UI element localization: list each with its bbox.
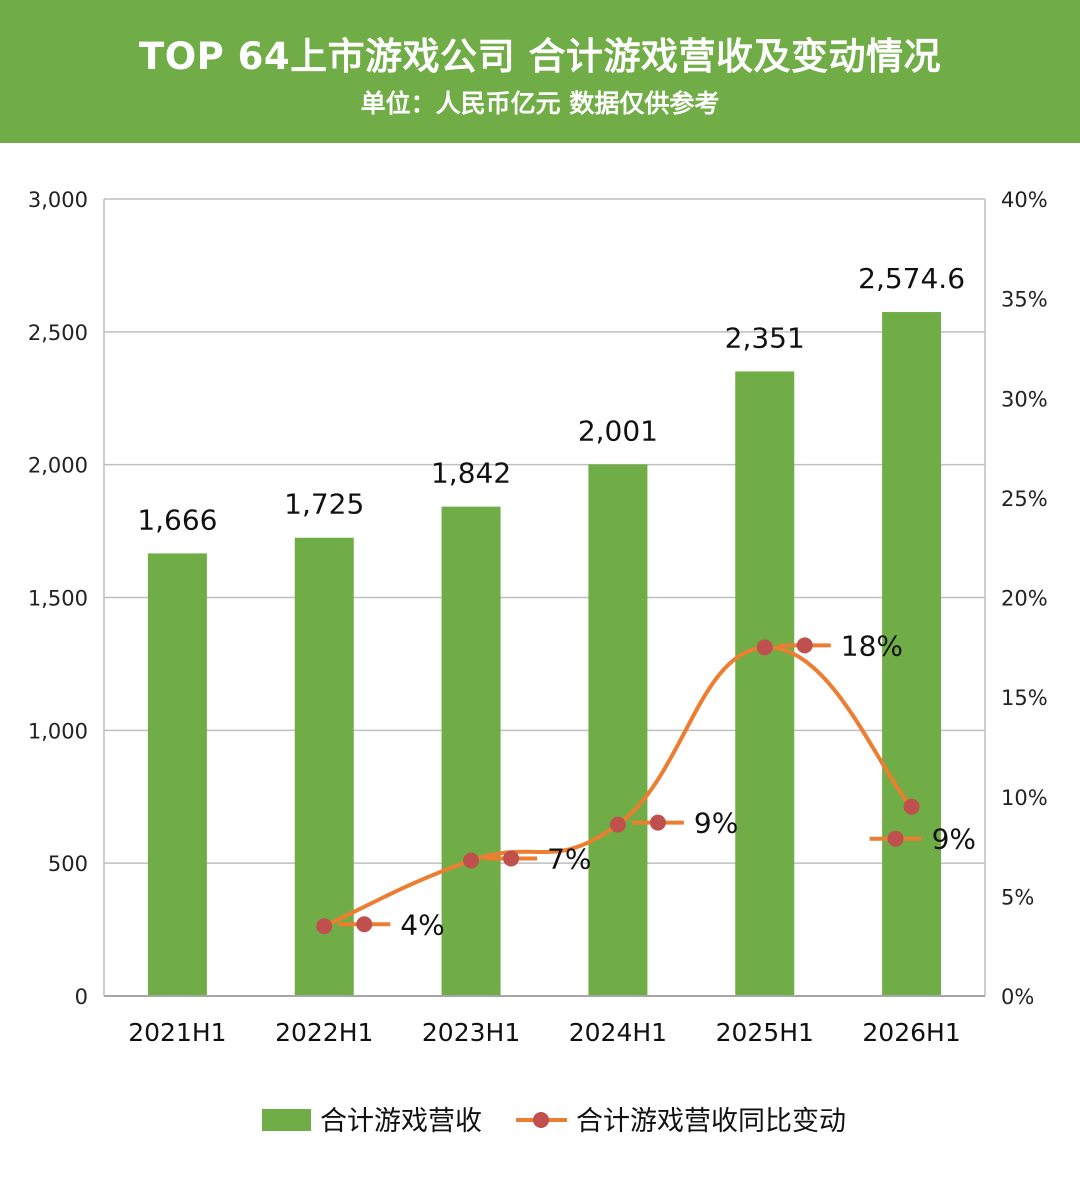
chart-header: TOP 64上市游戏公司 合计游戏营收及变动情况 单位：人民币亿元 数据仅供参考 xyxy=(0,0,1080,143)
combo-chart: 0 500 1,000 1,500 2,000 2,500 3,000 0% 5% 10% 15% 2… xyxy=(28,188,1048,1137)
y-right-tick-label: 20% xyxy=(1001,587,1048,611)
line-series xyxy=(316,639,920,935)
y-left-tick-label: 3,000 xyxy=(28,188,88,212)
label-key-marker xyxy=(887,830,904,847)
line-point-marker xyxy=(756,639,773,656)
bar-value-label: 1,842 xyxy=(431,457,511,490)
y-left-tick-label: 0 xyxy=(75,985,88,1009)
data-labels: 1,666 1,725 1,842 2,001 2,351 2,574.6 4% 7% 9% 18… xyxy=(137,262,976,941)
legend-line-marker xyxy=(533,1112,549,1128)
y-right-tick-label: 10% xyxy=(1001,786,1048,810)
bar xyxy=(735,371,795,996)
line-value-label: 4% xyxy=(400,908,444,941)
y-left-tick-label: 1,000 xyxy=(28,719,88,743)
legend-line-label: 合计游戏营收同比变动 xyxy=(576,1106,846,1137)
chart-title: TOP 64上市游戏公司 合计游戏营收及变动情况 xyxy=(138,35,942,78)
y-right-tick-label: 15% xyxy=(1001,686,1048,710)
bar xyxy=(441,506,501,996)
y-left-tick-label: 500 xyxy=(48,852,88,876)
x-category-label: 2024H1 xyxy=(569,1018,667,1047)
label-key-marker xyxy=(649,814,666,831)
line-point-marker xyxy=(316,918,333,935)
bar-value-label: 1,725 xyxy=(284,488,364,521)
line-point-marker xyxy=(903,798,920,815)
legend: 合计游戏营收 合计游戏营收同比变动 xyxy=(262,1106,846,1137)
y-right-tick-label: 5% xyxy=(1001,885,1034,909)
label-key-marker xyxy=(503,850,520,867)
line-value-label: 18% xyxy=(841,629,903,662)
growth-line xyxy=(322,645,914,929)
label-key-marker xyxy=(356,916,373,933)
line-value-label: 7% xyxy=(547,843,591,876)
x-category-label: 2026H1 xyxy=(862,1018,960,1047)
line-value-label: 9% xyxy=(694,807,738,840)
line-value-label: 9% xyxy=(932,823,976,856)
x-category-label: 2021H1 xyxy=(128,1018,226,1047)
bar-value-label: 2,001 xyxy=(578,414,658,447)
bar-value-label: 1,666 xyxy=(137,503,217,536)
y-right-tick-label: 40% xyxy=(1001,188,1048,212)
bar xyxy=(882,312,942,996)
y-left-tick-label: 1,500 xyxy=(28,587,88,611)
x-category-label: 2022H1 xyxy=(275,1018,373,1047)
y-right-tick-label: 30% xyxy=(1001,387,1048,411)
y-left-tick-label: 2,500 xyxy=(28,321,88,345)
legend-bar-swatch xyxy=(262,1109,311,1131)
x-category-label: 2023H1 xyxy=(422,1018,520,1047)
axes: 0 500 1,000 1,500 2,000 2,500 3,000 0% 5% 10% 15% 2… xyxy=(28,188,1048,1047)
grid-lines xyxy=(104,198,985,864)
bar-series xyxy=(147,312,942,996)
bar xyxy=(588,464,648,996)
bar-value-label: 2,351 xyxy=(725,321,805,354)
line-point-marker xyxy=(609,816,626,833)
y-left-tick-label: 2,000 xyxy=(28,454,88,478)
legend-bar-label: 合计游戏营收 xyxy=(320,1106,482,1137)
label-key-marker xyxy=(796,637,813,654)
bar xyxy=(147,553,207,996)
line-point-marker xyxy=(463,852,480,869)
bar-value-label: 2,574.6 xyxy=(858,262,965,295)
y-right-tick-label: 0% xyxy=(1001,985,1034,1009)
chart-subtitle: 单位：人民币亿元 数据仅供参考 xyxy=(360,89,720,118)
y-right-tick-label: 25% xyxy=(1001,487,1048,511)
x-category-label: 2025H1 xyxy=(716,1018,814,1047)
y-right-tick-label: 35% xyxy=(1001,288,1048,312)
